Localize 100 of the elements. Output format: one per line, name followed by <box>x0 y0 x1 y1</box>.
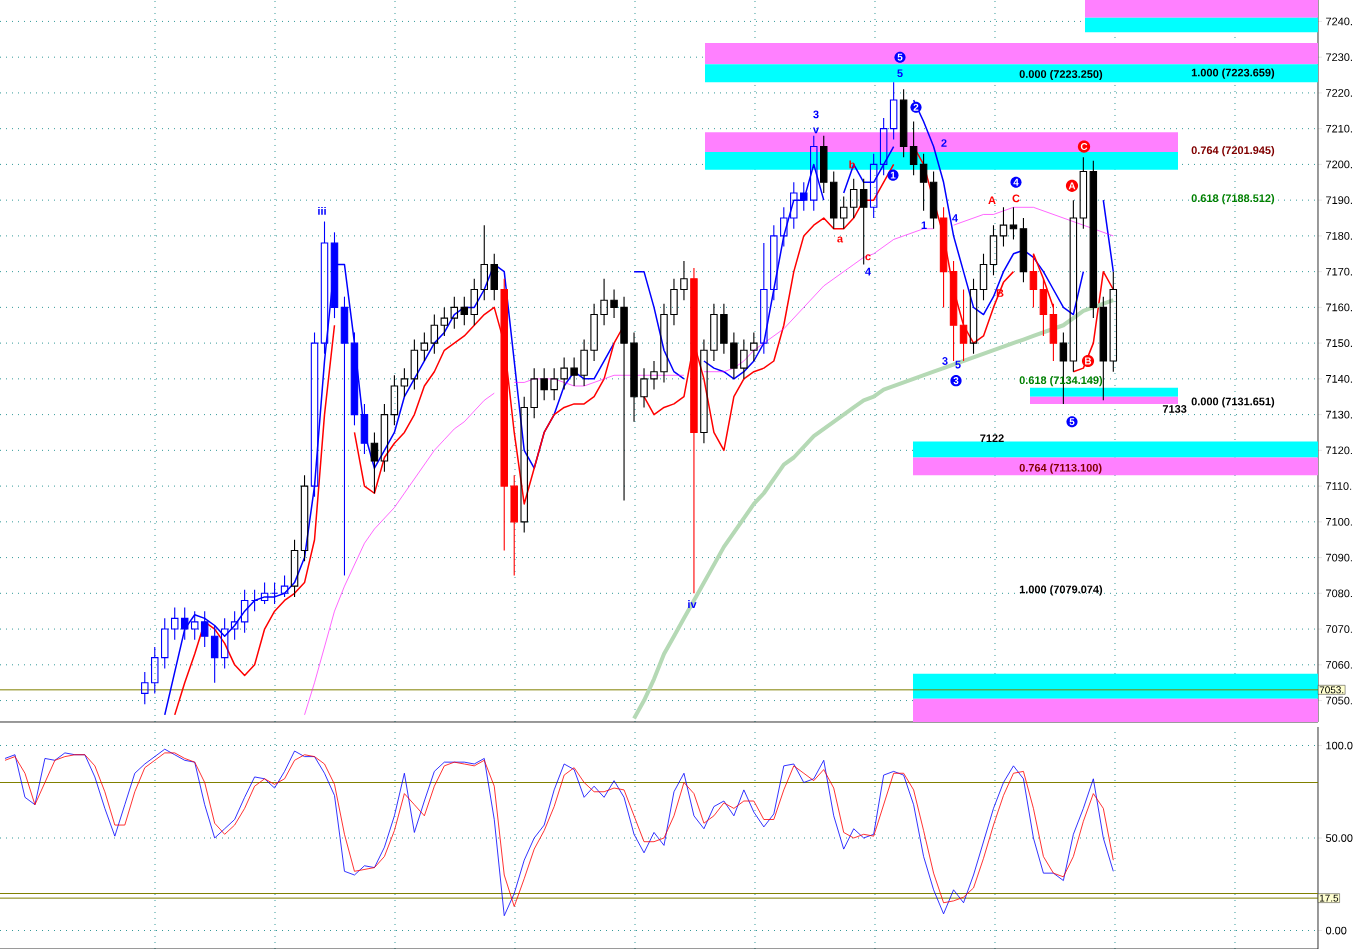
annotation: 4 <box>952 214 958 222</box>
candlestick <box>690 267 698 594</box>
candlestick <box>400 367 409 398</box>
y-tick-label: 7120. <box>1326 446 1352 455</box>
annotation: A <box>1068 182 1076 190</box>
candlestick <box>1109 271 1118 373</box>
y-tick-label: 7070. <box>1326 625 1352 633</box>
annotation: 3 <box>813 110 819 119</box>
candlestick <box>440 306 449 337</box>
candlestick <box>1089 160 1098 319</box>
y-tick-label: 100.0 <box>1326 741 1353 750</box>
candlestick <box>220 617 229 669</box>
candlestick <box>820 135 828 194</box>
candlestick <box>230 610 239 641</box>
candlestick <box>570 356 578 387</box>
annotation: iii <box>318 206 326 215</box>
annotation: 0.618 (7188.512) <box>1191 194 1275 205</box>
annotation: 4 <box>1013 178 1019 186</box>
candlestick <box>390 374 399 426</box>
y-tick-label: 7100. <box>1326 517 1352 526</box>
candlestick <box>760 242 768 355</box>
annotation: C <box>1080 143 1088 151</box>
candlestick <box>270 582 279 605</box>
candlestick <box>200 610 209 648</box>
annotation: iv <box>688 600 697 609</box>
candlestick <box>290 539 299 598</box>
annotation: 1.000 (7223.659) <box>1191 68 1275 79</box>
candlestick <box>849 178 858 219</box>
candlestick <box>640 367 648 409</box>
candlestick <box>969 278 978 355</box>
candlestick <box>550 367 558 401</box>
candlestick <box>480 224 489 301</box>
annotation: 1 <box>921 221 927 229</box>
candlestick <box>610 288 618 319</box>
candlestick <box>790 181 798 230</box>
y-tick-label: 7160. <box>1326 303 1352 312</box>
candlestick <box>770 224 778 301</box>
annotation: 7122 <box>980 434 1004 443</box>
candlestick <box>430 313 439 355</box>
candlestick <box>710 303 718 362</box>
candlestick <box>380 403 389 473</box>
candlestick <box>750 331 758 362</box>
candlestick <box>141 671 149 705</box>
y-tick-label: 7240. <box>1326 17 1352 26</box>
candlestick <box>949 260 958 362</box>
ref-line-label: 7053. <box>1319 686 1344 694</box>
annotation: 4 <box>865 267 871 276</box>
annotation: b <box>849 160 855 169</box>
annotation: 0.764 (7113.100) <box>1019 463 1102 474</box>
candlestick <box>810 135 818 212</box>
annotation: 0.000 (7131.651) <box>1191 397 1275 408</box>
y-tick-label: 7090. <box>1326 553 1352 562</box>
candlestick <box>280 574 289 598</box>
candlestick <box>700 339 708 444</box>
candlestick <box>161 617 169 669</box>
candlestick <box>580 339 588 387</box>
candlestick <box>999 206 1008 248</box>
candlestick <box>590 303 598 362</box>
candlestick <box>959 288 968 362</box>
candlestick <box>420 331 429 362</box>
candlestick <box>1079 156 1088 230</box>
y-tick-label: 0.00 <box>1325 926 1347 935</box>
y-tick-label: 7200. <box>1326 160 1352 169</box>
annotation: 7133 <box>1162 405 1187 413</box>
annotation: 2 <box>941 139 947 147</box>
candlestick <box>510 474 518 576</box>
annotation: 3 <box>942 357 948 365</box>
candlestick <box>680 260 688 301</box>
candlestick <box>500 278 508 551</box>
candlestick <box>720 303 728 355</box>
candlestick <box>250 589 259 612</box>
candlestick <box>260 582 269 605</box>
candlestick <box>839 196 848 230</box>
annotation: 5 <box>897 53 903 61</box>
candlestick <box>660 303 668 383</box>
candlestick <box>620 296 628 501</box>
annotation: 0.764 (7201.945) <box>1191 146 1275 157</box>
y-tick-label: 7050. <box>1326 696 1352 705</box>
candlestick <box>210 624 219 684</box>
candlestick <box>240 589 249 634</box>
candlestick <box>170 607 179 641</box>
candlestick <box>869 153 878 219</box>
y-tick-label: 7190. <box>1326 196 1352 205</box>
ref-line-label: 17.5 <box>1319 894 1339 902</box>
y-tick-label: 7140. <box>1326 375 1352 383</box>
candlestick <box>151 646 159 694</box>
y-tick-label: 7130. <box>1326 410 1352 419</box>
candlestick <box>370 431 379 494</box>
annotation: 0.000 (7223.250) <box>1019 69 1103 81</box>
y-tick-label: 7170. <box>1326 267 1352 276</box>
y-tick-label: 7230. <box>1326 53 1352 62</box>
candlestick <box>989 224 998 276</box>
candlestick <box>190 610 199 641</box>
y-tick-label: 7150. <box>1326 339 1352 347</box>
candlestick <box>730 331 738 380</box>
y-tick-label: 7060. <box>1326 660 1352 669</box>
candlestick <box>1039 278 1048 337</box>
candlestick <box>600 278 608 326</box>
annotation: 3 <box>953 377 959 385</box>
candlestick <box>450 296 459 330</box>
